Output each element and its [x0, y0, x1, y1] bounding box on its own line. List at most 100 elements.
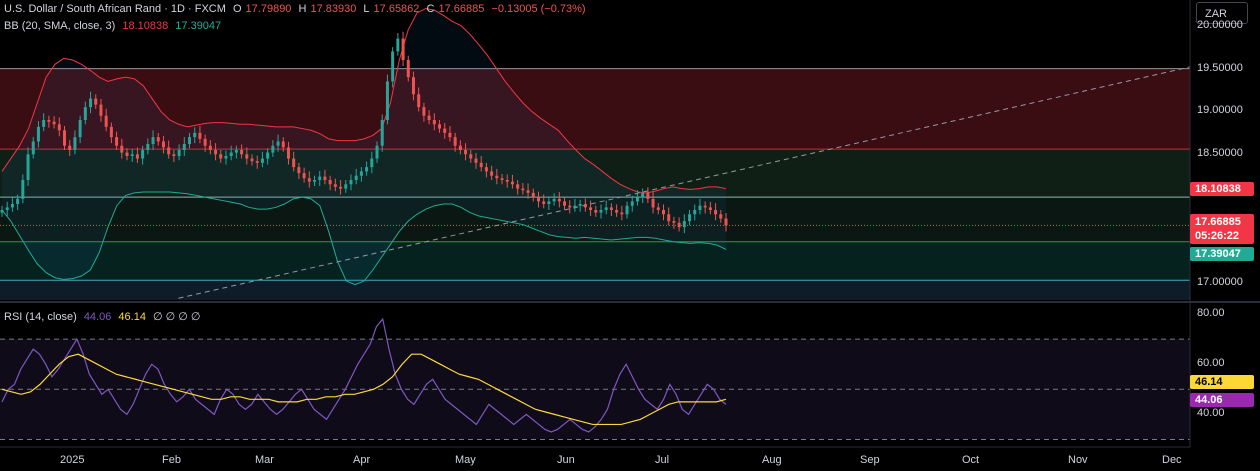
candle-body-7 [36, 126, 40, 142]
candle-body-46 [240, 150, 244, 155]
candle-body-6 [31, 141, 35, 155]
time-tick-10: Nov [1068, 454, 1088, 466]
candle-body-87 [453, 137, 457, 146]
price-tick-1: 19.50000 [1197, 61, 1243, 74]
candle-body-49 [255, 161, 259, 163]
candle-body-139 [724, 218, 728, 226]
time-tick-0: 2025 [60, 454, 85, 466]
candle-body-127 [661, 210, 665, 215]
rsi-extras: ∅ ∅ ∅ ∅ [153, 311, 201, 323]
candle-body-2 [10, 204, 14, 208]
candle-body-105 [547, 201, 551, 204]
symbol-title: U.S. Dollar / South African Rand · 1D · … [4, 3, 226, 15]
time-tick-11: Dec [1162, 454, 1182, 466]
candle-body-35 [182, 144, 186, 150]
bb-upper-badge: 18.10838 [1190, 182, 1254, 196]
candle-body-123 [641, 192, 645, 198]
zone-3 [0, 241, 1190, 281]
candle-body-66 [344, 184, 348, 189]
candle-body-33 [172, 154, 176, 156]
candle-body-125 [651, 198, 655, 208]
candle-body-23 [120, 145, 124, 153]
candle-body-97 [505, 180, 509, 182]
candle-body-64 [333, 184, 337, 187]
candle-body-104 [542, 201, 546, 204]
candle-body-78 [406, 60, 410, 78]
candle-body-84 [438, 124, 442, 129]
candle-body-116 [604, 207, 608, 210]
candle-body-103 [536, 197, 540, 202]
candle-body-56 [292, 158, 296, 168]
candle-body-36 [188, 137, 192, 144]
candle-body-113 [589, 207, 593, 210]
bb-fill [2, 8, 726, 285]
candle-body-40 [208, 145, 212, 150]
candle-body-137 [714, 210, 718, 215]
candle-body-136 [708, 207, 712, 210]
candle-body-13 [68, 145, 72, 150]
candle-body-68 [354, 175, 358, 180]
candle-body-120 [625, 205, 629, 215]
rsi-legend[interactable]: RSI (14, close) 44.06 46.14 ∅ ∅ ∅ ∅ [4, 310, 205, 323]
candle-body-135 [703, 205, 707, 208]
candle-body-80 [417, 94, 421, 108]
candle-body-134 [698, 205, 702, 210]
candle-body-63 [328, 180, 332, 185]
rsi-ma-value: 46.14 [118, 311, 146, 323]
candle-body-29 [151, 137, 155, 144]
rsi-tick-1: 60.00 [1197, 357, 1225, 370]
candle-body-12 [63, 130, 67, 146]
candle-body-55 [286, 147, 290, 159]
candle-body-48 [250, 158, 254, 162]
candle-body-18 [94, 98, 98, 105]
candle-body-89 [464, 150, 468, 155]
candle-body-54 [281, 141, 285, 148]
candle-body-20 [104, 115, 108, 127]
candle-body-75 [391, 51, 395, 82]
candle-body-69 [359, 171, 363, 176]
candle-body-10 [52, 121, 56, 125]
candle-body-86 [448, 132, 452, 138]
candle-body-96 [500, 178, 504, 180]
currency-button[interactable]: ZAR [1196, 2, 1248, 24]
candle-body-74 [385, 81, 389, 120]
candle-body-11 [57, 124, 61, 131]
time-tick-5: Jun [557, 454, 575, 466]
time-tick-1: Feb [162, 454, 181, 466]
candle-body-9 [47, 120, 51, 122]
candle-body-28 [146, 144, 150, 150]
candle-body-99 [516, 184, 520, 189]
last-price-badge: 17.66885 05:26:22 [1190, 214, 1254, 244]
candle-body-71 [370, 158, 374, 168]
candle-body-14 [73, 137, 77, 150]
time-tick-9: Oct [962, 454, 980, 466]
price-tick-0: 20.00000 [1197, 18, 1243, 31]
candle-body-57 [297, 167, 301, 174]
candle-body-73 [380, 120, 384, 146]
ohlc-low-value: 17.65862 [373, 3, 420, 15]
zone-1 [0, 149, 1190, 198]
candle-body-67 [349, 180, 353, 185]
candle-body-118 [615, 210, 619, 213]
candle-body-21 [109, 126, 113, 138]
candle-body-112 [583, 204, 587, 208]
candle-body-58 [302, 173, 306, 179]
candle-body-62 [323, 176, 327, 180]
symbol-legend: U.S. Dollar / South African Rand · 1D · … [4, 3, 590, 15]
bb-legend[interactable]: BB (20, SMA, close, 3) 18.10838 17.39047 [4, 20, 225, 32]
candle-body-124 [646, 192, 650, 199]
candle-body-43 [224, 156, 228, 159]
ohlc-close: C 17.66885 [426, 3, 485, 15]
candle-body-79 [411, 77, 415, 95]
candle-body-114 [594, 210, 598, 213]
candle-body-109 [568, 205, 572, 208]
bb-legend-label: BB (20, SMA, close, 3) [4, 20, 116, 32]
candle-body-52 [271, 145, 275, 153]
time-tick-4: May [455, 454, 476, 466]
rsi-value-badge: 44.06 [1190, 393, 1254, 407]
bb-lower-badge: 17.39047 [1190, 247, 1254, 261]
candle-body-19 [99, 104, 103, 116]
time-tick-2: Mar [255, 454, 274, 466]
candle-body-138 [719, 214, 723, 219]
